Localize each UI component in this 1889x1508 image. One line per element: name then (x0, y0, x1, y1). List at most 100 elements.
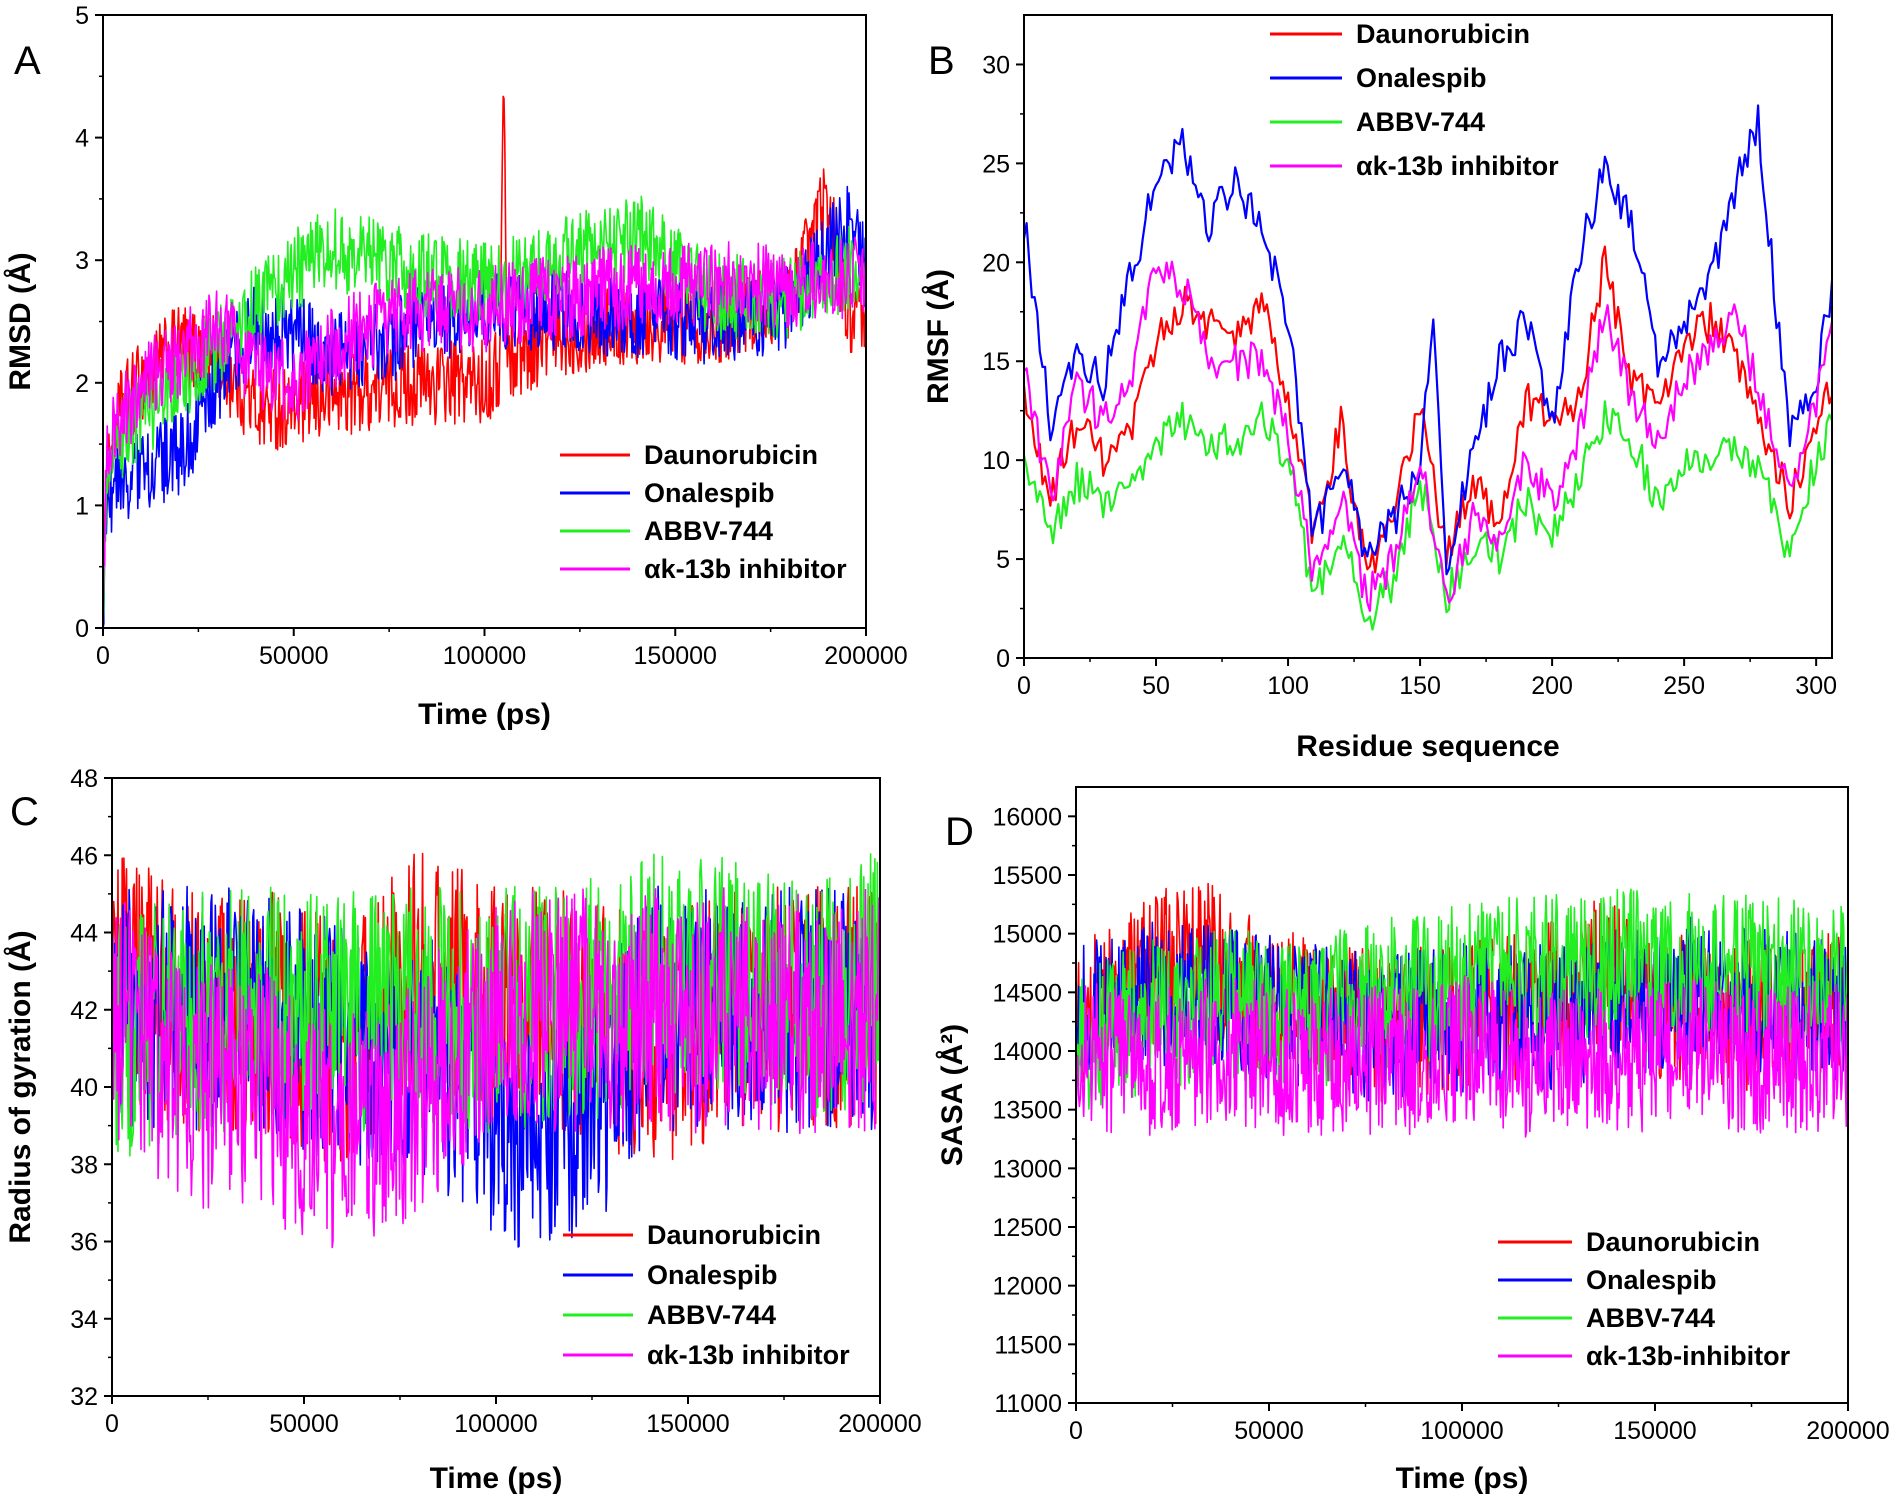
series--k-13b-inhibitor-line (1076, 975, 1848, 1138)
x-tick-label: 100 (1267, 672, 1309, 700)
x-tick-label: 250 (1663, 672, 1705, 700)
y-tick-label: 30 (982, 51, 1010, 79)
y-tick-label: 46 (70, 842, 98, 870)
panel-letter: A (14, 39, 41, 83)
x-tick-label: 150000 (634, 642, 717, 670)
series-onalespib-line (1024, 104, 1832, 576)
series-daunorubicin-line (1024, 245, 1832, 574)
legend-label: Onalespib (647, 1260, 778, 1290)
x-tick-label: 200 (1531, 672, 1573, 700)
x-tick-label: 100000 (443, 642, 526, 670)
y-tick-label: 3 (75, 247, 89, 275)
y-tick-label: 11500 (994, 1331, 1062, 1359)
y-tick-label: 5 (996, 546, 1010, 574)
x-tick-label: 0 (96, 642, 110, 670)
x-tick-label: 100000 (1420, 1417, 1503, 1445)
panel-letter: B (928, 39, 955, 83)
y-tick-label: 11000 (994, 1390, 1062, 1418)
legend: Daunorubicin Onalespib ABBV-744 αk-13b inhi… (563, 1220, 850, 1370)
y-tick-label: 2 (75, 370, 89, 398)
legend-label: αk-13b inhibitor (1356, 151, 1559, 181)
y-tick-label: 32 (70, 1383, 98, 1411)
x-tick-label: 0 (1017, 672, 1031, 700)
panel-a: 0 50000 100000 150000 200000 0 1 2 3 4 5 Time (ps) R… (4, 2, 908, 731)
legend: Daunorubicin Onalespib ABBV-744 αk-13b-inhi… (1498, 1227, 1791, 1371)
x-axis-label: Time (ps) (418, 698, 551, 731)
x-axis-label: Residue sequence (1296, 730, 1559, 763)
panel-c: 0 50000 100000 150000 200000 32 34 36 38 40 42 44 46… (4, 765, 922, 1495)
y-tick-label: 34 (70, 1306, 98, 1334)
panel-b: 0 50 100 150 200 250 300 0 5 10 15 20 25 30 Residue se… (922, 14, 1837, 763)
legend-label: αk-13b-inhibitor (1586, 1341, 1791, 1371)
y-tick-label: 10 (982, 447, 1010, 475)
x-tick-label: 0 (1069, 1417, 1083, 1445)
x-tick-label: 100000 (454, 1410, 537, 1438)
series-abbv-744-line (1076, 888, 1848, 1110)
legend-label: αk-13b inhibitor (644, 554, 847, 584)
y-tick-label: 14000 (992, 1038, 1062, 1066)
series--k-13b-inhibitor-line (112, 887, 880, 1249)
y-tick-label: 12500 (992, 1214, 1062, 1242)
y-tick-label: 15500 (992, 862, 1062, 890)
y-axis-label: SASA (Å²) (936, 1024, 969, 1166)
series-onalespib-line (112, 885, 880, 1248)
legend: Daunorubicin Onalespib ABBV-744 αk-13b inhi… (560, 440, 847, 584)
x-axis-label: Time (ps) (1396, 1462, 1529, 1495)
legend-label: Onalespib (1356, 63, 1487, 93)
legend-label: Daunorubicin (644, 440, 818, 470)
y-tick-label: 5 (75, 2, 89, 30)
legend: Daunorubicin Onalespib ABBV-744 αk-13b inhi… (1270, 19, 1559, 181)
x-tick-label: 50000 (269, 1410, 339, 1438)
y-tick-label: 13500 (992, 1097, 1062, 1125)
legend-label: Onalespib (644, 478, 775, 508)
y-tick-label: 20 (982, 249, 1010, 277)
legend-label: Daunorubicin (1586, 1227, 1760, 1257)
y-tick-label: 38 (70, 1151, 98, 1179)
x-tick-label: 50000 (1234, 1417, 1304, 1445)
panel-letter: C (10, 790, 39, 834)
y-tick-label: 44 (70, 920, 98, 948)
y-tick-label: 0 (75, 615, 89, 643)
x-tick-label: 150000 (1613, 1417, 1696, 1445)
legend-label: ABBV-744 (1586, 1303, 1715, 1333)
panel-d: 0 50000 100000 150000 200000 11000 11500 12000 1… (936, 786, 1889, 1495)
x-tick-label: 50000 (259, 642, 329, 670)
y-axis-label: RMSD (Å) (4, 252, 37, 390)
series--k-13b-inhibitor-line (103, 236, 866, 628)
series-abbv-744-line (1024, 400, 1832, 631)
legend-label: ABBV-744 (1356, 107, 1485, 137)
series--k-13b-inhibitor-line (1024, 260, 1832, 612)
legend-label: Onalespib (1586, 1265, 1717, 1295)
x-tick-label: 300 (1795, 672, 1837, 700)
y-tick-label: 13000 (992, 1155, 1062, 1183)
legend-label: αk-13b inhibitor (647, 1340, 850, 1370)
y-tick-label: 42 (70, 997, 98, 1025)
legend-label: Daunorubicin (1356, 19, 1530, 49)
y-tick-label: 15 (982, 348, 1010, 376)
x-tick-label: 200000 (1806, 1417, 1889, 1445)
x-tick-label: 150 (1399, 672, 1441, 700)
legend-label: ABBV-744 (644, 516, 773, 546)
legend-label: Daunorubicin (647, 1220, 821, 1250)
y-tick-label: 14500 (992, 979, 1062, 1007)
y-tick-label: 0 (996, 645, 1010, 673)
x-tick-label: 200000 (838, 1410, 921, 1438)
series-daunorubicin-line (103, 95, 866, 628)
x-tick-label: 0 (105, 1410, 119, 1438)
x-tick-label: 200000 (824, 642, 907, 670)
y-tick-label: 1 (75, 492, 89, 520)
x-tick-label: 50 (1142, 672, 1170, 700)
y-tick-label: 48 (70, 765, 98, 793)
legend-label: ABBV-744 (647, 1300, 776, 1330)
panel-letter: D (945, 810, 974, 854)
y-tick-label: 40 (70, 1074, 98, 1102)
y-tick-label: 4 (75, 125, 89, 153)
x-tick-label: 150000 (646, 1410, 729, 1438)
y-tick-label: 25 (982, 150, 1010, 178)
plot-frame (1023, 14, 1833, 659)
y-axis-label: Radius of gyration (Å) (4, 930, 37, 1243)
y-tick-label: 16000 (992, 803, 1062, 831)
y-tick-label: 12000 (992, 1273, 1062, 1301)
y-axis-label: RMSF (Å) (922, 269, 955, 404)
